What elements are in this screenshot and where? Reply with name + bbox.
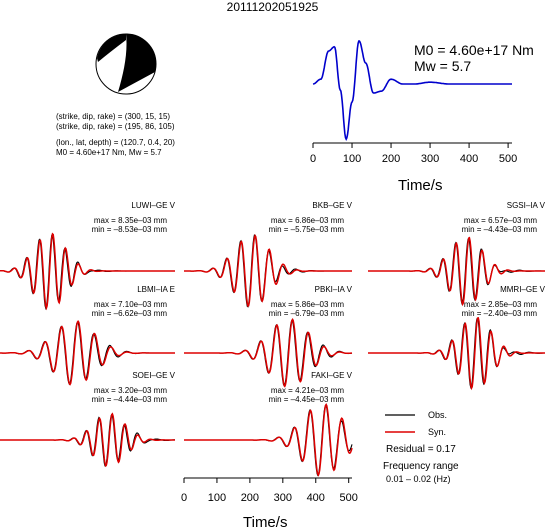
station-amplitudes: max = 2.85e–03 mm min = –2.40e–03 mm: [462, 300, 537, 318]
station-max: max = 6.86e–03 mm: [270, 216, 344, 225]
bottom-tick-label: 300: [273, 492, 292, 504]
station-min: min = –4.45e–03 mm: [268, 395, 344, 404]
fault-plane-1: (strike, dip, rake) = (300, 15, 15): [56, 112, 171, 121]
station-name: FAKI–GE V: [311, 371, 352, 380]
station-min: min = –2.40e–03 mm: [461, 309, 537, 318]
station-min: min = –5.75e–03 mm: [268, 225, 344, 234]
station-max: max = 2.85e–03 mm: [463, 300, 537, 309]
station-amplitudes: max = 3.20e–03 mm min = –4.44e–03 mm: [92, 386, 167, 404]
station-name: MMRI–GE V: [500, 285, 545, 294]
station-min: min = –4.43e–03 mm: [461, 225, 537, 234]
waveform-traces: [0, 232, 545, 477]
stf-tick-label: 0: [309, 153, 317, 165]
event-location: (lon., lat, depth) = (120.7, 0.4, 20): [56, 138, 175, 147]
trace-syn-5: [184, 317, 353, 388]
station-name: SOEI–GE V: [132, 371, 175, 380]
station-amplitudes: max = 7.10e–03 mm min = –6.62e–03 mm: [92, 300, 167, 318]
trace-syn-3: [368, 236, 545, 307]
trace-syn-4: [0, 320, 175, 386]
station-min: min = –6.79e–03 mm: [268, 309, 344, 318]
legend-lines: [385, 414, 415, 433]
beachball-info: (strike, dip, rake) = (300, 15, 15) (str…: [56, 112, 175, 158]
station-max: max = 3.20e–03 mm: [93, 386, 167, 395]
residual-label: Residual = 0.17: [386, 444, 456, 455]
station-name: LUWI–GE V: [131, 201, 175, 210]
station-max: max = 4.21e–03 mm: [270, 386, 344, 395]
bottom-axis: [183, 477, 352, 483]
trace-syn-2: [184, 233, 352, 308]
beachball-compressional-quadrant: [118, 33, 157, 92]
bottom-tick-label: 500: [339, 492, 358, 504]
legend-obs-label: Obs.: [428, 410, 448, 420]
station-name: LBMI–IA E: [137, 285, 175, 294]
trace-syn-7: [0, 412, 175, 468]
bottom-tick-label: 100: [207, 492, 227, 504]
stf-line: [312, 40, 512, 142]
page-title: 20111202051925: [226, 0, 319, 14]
freq-title: Frequency range: [383, 461, 459, 472]
station-max: max = 7.10e–03 mm: [93, 300, 167, 309]
trace-syn-6: [368, 316, 545, 391]
trace-syn-1: [0, 232, 175, 311]
event-moment: M0 = 4.60e+17 Nm, Mw = 5.7: [56, 148, 162, 157]
station-name: PBKI–IA V: [314, 285, 352, 294]
station-min: min = –6.62e–03 mm: [91, 309, 167, 318]
freq-value: 0.01 – 0.02 (Hz): [386, 474, 451, 484]
stf-tick-label: 200: [381, 153, 401, 165]
bottom-tick-label: 200: [240, 492, 260, 504]
station-amplitudes: max = 6.86e–03 mm min = –5.75e–03 mm: [269, 216, 344, 234]
station-amplitudes: max = 6.57e–03 mm min = –4.43e–03 mm: [462, 216, 537, 234]
station-max: max = 8.35e–03 mm: [93, 216, 167, 225]
legend-syn-label: Syn.: [428, 427, 447, 437]
beachball: [95, 33, 157, 95]
fault-plane-2: (strike, dip, rake) = (195, 86, 105): [56, 122, 175, 131]
station-max: max = 5.86e–03 mm: [270, 300, 344, 309]
stf-tick-label: 500: [498, 153, 518, 165]
stf-xlabel: Time/s: [398, 177, 443, 194]
station-min: min = –4.44e–03 mm: [91, 395, 167, 404]
station-amplitudes: max = 5.86e–03 mm min = –6.79e–03 mm: [269, 300, 344, 318]
bottom-xlabel: Time/s: [243, 514, 288, 531]
station-min: min = –8.53e–03 mm: [91, 225, 167, 234]
station-name: BKB–GE V: [312, 201, 352, 210]
bottom-tick-label: 400: [306, 492, 325, 504]
bottom-tick-label: 0: [180, 492, 188, 504]
beachball-small-quadrant: [97, 34, 126, 62]
stf-tick-label: 400: [459, 153, 479, 165]
stf-m0-label: M0 = 4.60e+17 Nm: [414, 42, 534, 58]
stf-tick-label: 100: [342, 153, 362, 165]
station-max: max = 6.57e–03 mm: [463, 216, 537, 225]
stf-tick-label: 300: [420, 153, 440, 165]
stf-plot: [312, 40, 512, 148]
station-name: SGSI–IA V: [506, 201, 545, 210]
station-amplitudes: max = 8.35e–03 mm min = –8.53e–03 mm: [92, 216, 167, 234]
station-amplitudes: max = 4.21e–03 mm min = –4.45e–03 mm: [269, 386, 344, 404]
trace-syn-8: [184, 402, 353, 477]
stf-mw-label: Mw = 5.7: [414, 58, 472, 74]
